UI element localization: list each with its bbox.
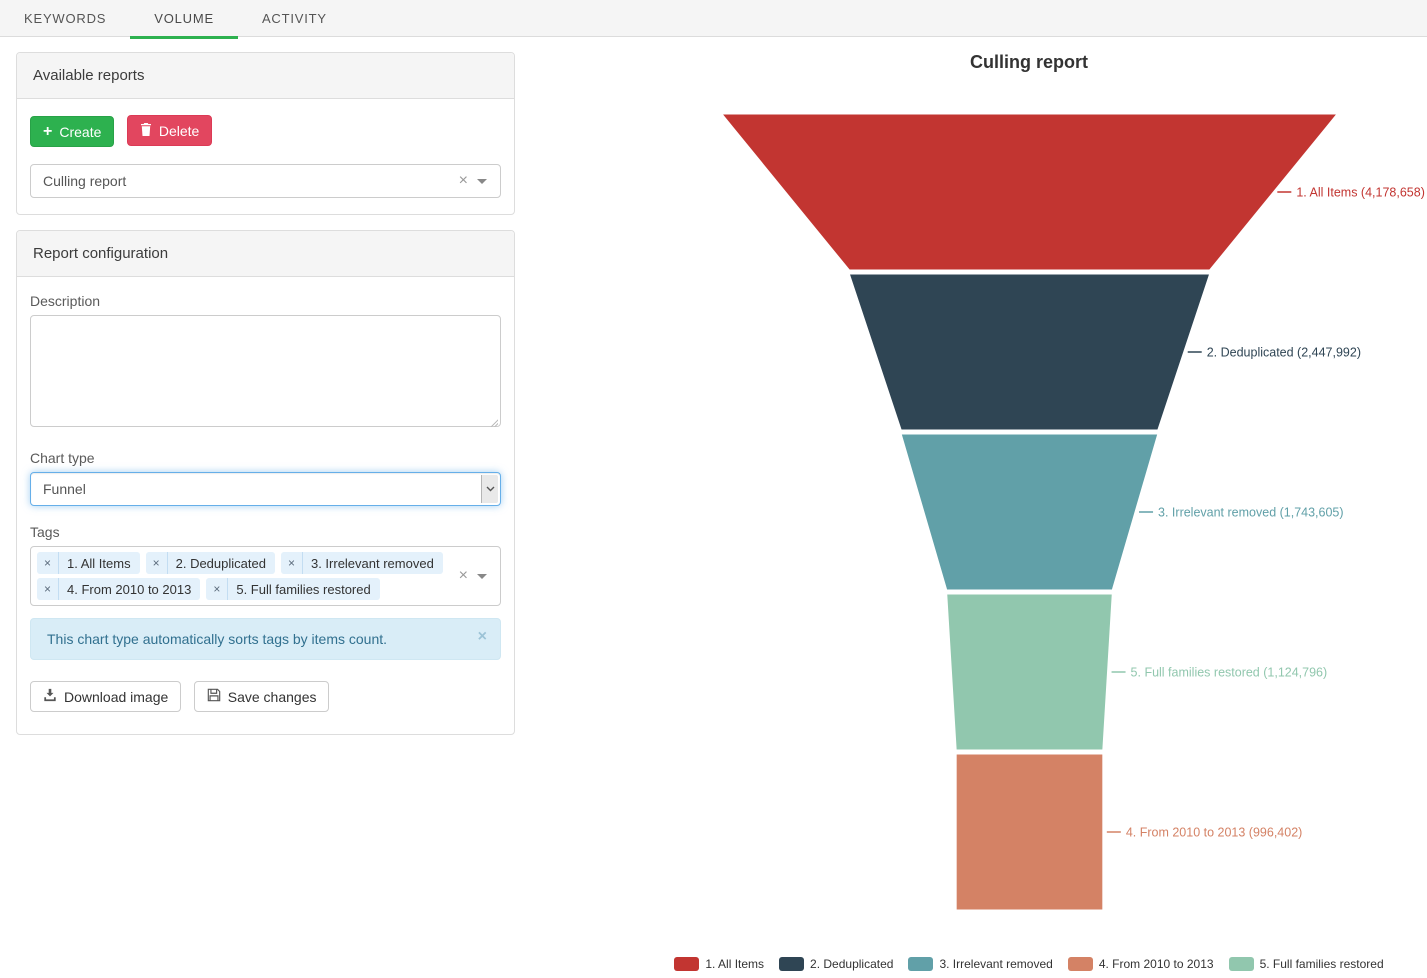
chart-type-label: Chart type [30, 450, 95, 466]
info-alert: This chart type automatically sorts tags… [30, 618, 501, 660]
delete-button-label: Delete [158, 122, 200, 139]
report-actions-row: + Create Delete [30, 115, 501, 147]
tag-label: 3. Irrelevant removed [310, 555, 434, 571]
funnel-chart: 1. All Items (4,178,658) 2. Deduplicated … [720, 113, 1425, 911]
funnel-segment-5-full-families-restored[interactable] [946, 593, 1113, 751]
download-image-button[interactable]: Download image [30, 681, 182, 712]
legend-item-3-irrelevant-removed[interactable]: 3. Irrelevant removed [908, 957, 1053, 971]
tag-2-deduplicated: × 2. Deduplicated [145, 552, 275, 574]
description-textarea[interactable] [30, 315, 501, 427]
tag-remove-icon[interactable]: × [281, 552, 303, 574]
delete-report-button[interactable]: Delete [126, 115, 213, 146]
funnel-segment-2-deduplicated[interactable] [848, 273, 1211, 431]
legend-item-4-from-2010-to-2013[interactable]: 4. From 2010 to 2013 [1067, 957, 1214, 971]
available-reports-panel: Available reports + Create Delete Cullin… [16, 52, 515, 215]
chart-title: Culling report [970, 52, 1088, 72]
chart-type-group: Chart type Funnel [30, 450, 501, 506]
funnel-label-5-full-families-restored: 5. Full families restored (1,124,796) [1131, 666, 1328, 680]
description-label: Description [30, 293, 101, 309]
chart-legend: 1. All Items 2. Deduplicated 3. Irrelevant… [631, 957, 1427, 971]
caret-down-icon[interactable] [477, 574, 487, 579]
legend-swatch [908, 957, 934, 971]
create-button-label: Create [59, 123, 102, 140]
close-icon[interactable]: × [477, 628, 487, 645]
funnel-segment-3-irrelevant-removed[interactable] [900, 433, 1159, 591]
funnel-segment-1-all-items[interactable] [720, 113, 1339, 271]
info-alert-text: This chart type automatically sorts tags… [47, 631, 388, 647]
report-select[interactable]: Culling report × [30, 164, 501, 198]
legend-swatch [674, 957, 700, 971]
clear-tags-icon[interactable]: × [458, 567, 468, 584]
download-icon [43, 688, 57, 705]
legend-swatch [1067, 957, 1093, 971]
chevron-down-icon [481, 475, 498, 503]
tag-remove-icon[interactable]: × [37, 552, 60, 574]
plus-icon: + [43, 122, 53, 140]
report-configuration-panel: Report configuration Description Chart t… [16, 230, 515, 735]
tag-label: 2. Deduplicated [175, 555, 266, 571]
legend-item-1-all-items[interactable]: 1. All Items [674, 957, 764, 971]
save-button-label: Save changes [227, 688, 317, 705]
tag-remove-icon[interactable]: × [37, 578, 60, 600]
funnel-label-2-deduplicated: 2. Deduplicated (2,447,992) [1207, 346, 1361, 360]
save-icon [207, 688, 221, 705]
legend-item-5-full-families-restored[interactable]: 5. Full families restored [1228, 957, 1384, 971]
chart-type-value: Funnel [43, 481, 86, 497]
legend-swatch [1228, 957, 1254, 971]
tag-1-all-items: × 1. All Items [37, 552, 140, 574]
tab-volume[interactable]: VOLUME [130, 0, 238, 39]
funnel-chart-container: Culling report 1. All Items (4,178,658) 2… [631, 0, 1427, 978]
caret-down-icon[interactable] [477, 179, 487, 184]
create-report-button[interactable]: + Create [30, 116, 115, 147]
tag-3-irrelevant-removed: × 3. Irrelevant removed [280, 552, 443, 574]
available-reports-header: Available reports [17, 53, 514, 99]
tags-label: Tags [30, 524, 60, 540]
tag-label: 1. All Items [67, 555, 131, 571]
funnel-label-3-irrelevant-removed: 3. Irrelevant removed (1,743,605) [1158, 506, 1344, 520]
config-actions-row: Download image Save changes [30, 681, 501, 712]
tag-remove-icon[interactable]: × [206, 578, 229, 600]
save-changes-button[interactable]: Save changes [193, 681, 330, 712]
legend-item-2-deduplicated[interactable]: 2. Deduplicated [779, 957, 893, 971]
tags-multiselect[interactable]: × 1. All Items × 2. Deduplicated × 3. Irrelev… [30, 546, 501, 606]
top-tab-bar: KEYWORDS VOLUME ACTIVITY [0, 0, 1427, 39]
tags-group: Tags × 1. All Items × 2. Deduplicated × 3. Ir… [30, 524, 501, 606]
legend-label: 2. Deduplicated [810, 957, 894, 971]
legend-label: 4. From 2010 to 2013 [1098, 957, 1214, 971]
tag-4-from-2010-to-2013: × 4. From 2010 to 2013 [37, 578, 201, 600]
legend-label: 5. Full families restored [1259, 957, 1384, 971]
report-configuration-header: Report configuration [17, 231, 514, 277]
tag-remove-icon[interactable]: × [146, 552, 168, 574]
description-group: Description [30, 293, 501, 432]
funnel-label-1-all-items: 1. All Items (4,178,658) [1296, 186, 1425, 200]
legend-label: 1. All Items [705, 957, 765, 971]
chart-type-select[interactable]: Funnel [30, 472, 501, 506]
funnel-label-4-from-2010-to-2013: 4. From 2010 to 2013 (996,402) [1126, 826, 1303, 840]
download-button-label: Download image [64, 688, 169, 705]
trash-icon [140, 122, 152, 139]
tag-label: 4. From 2010 to 2013 [67, 581, 192, 597]
clear-selection-icon[interactable]: × [458, 172, 468, 189]
tab-keywords[interactable]: KEYWORDS [24, 10, 107, 26]
legend-label: 3. Irrelevant removed [939, 957, 1053, 971]
report-select-value: Culling report [43, 173, 127, 189]
tab-activity[interactable]: ACTIVITY [261, 10, 327, 26]
tag-5-full-families-restored: × 5. Full families restored [206, 578, 380, 600]
legend-swatch [779, 957, 805, 971]
funnel-segment-4-from-2010-to-2013[interactable] [955, 753, 1104, 911]
tag-label: 5. Full families restored [236, 581, 371, 597]
